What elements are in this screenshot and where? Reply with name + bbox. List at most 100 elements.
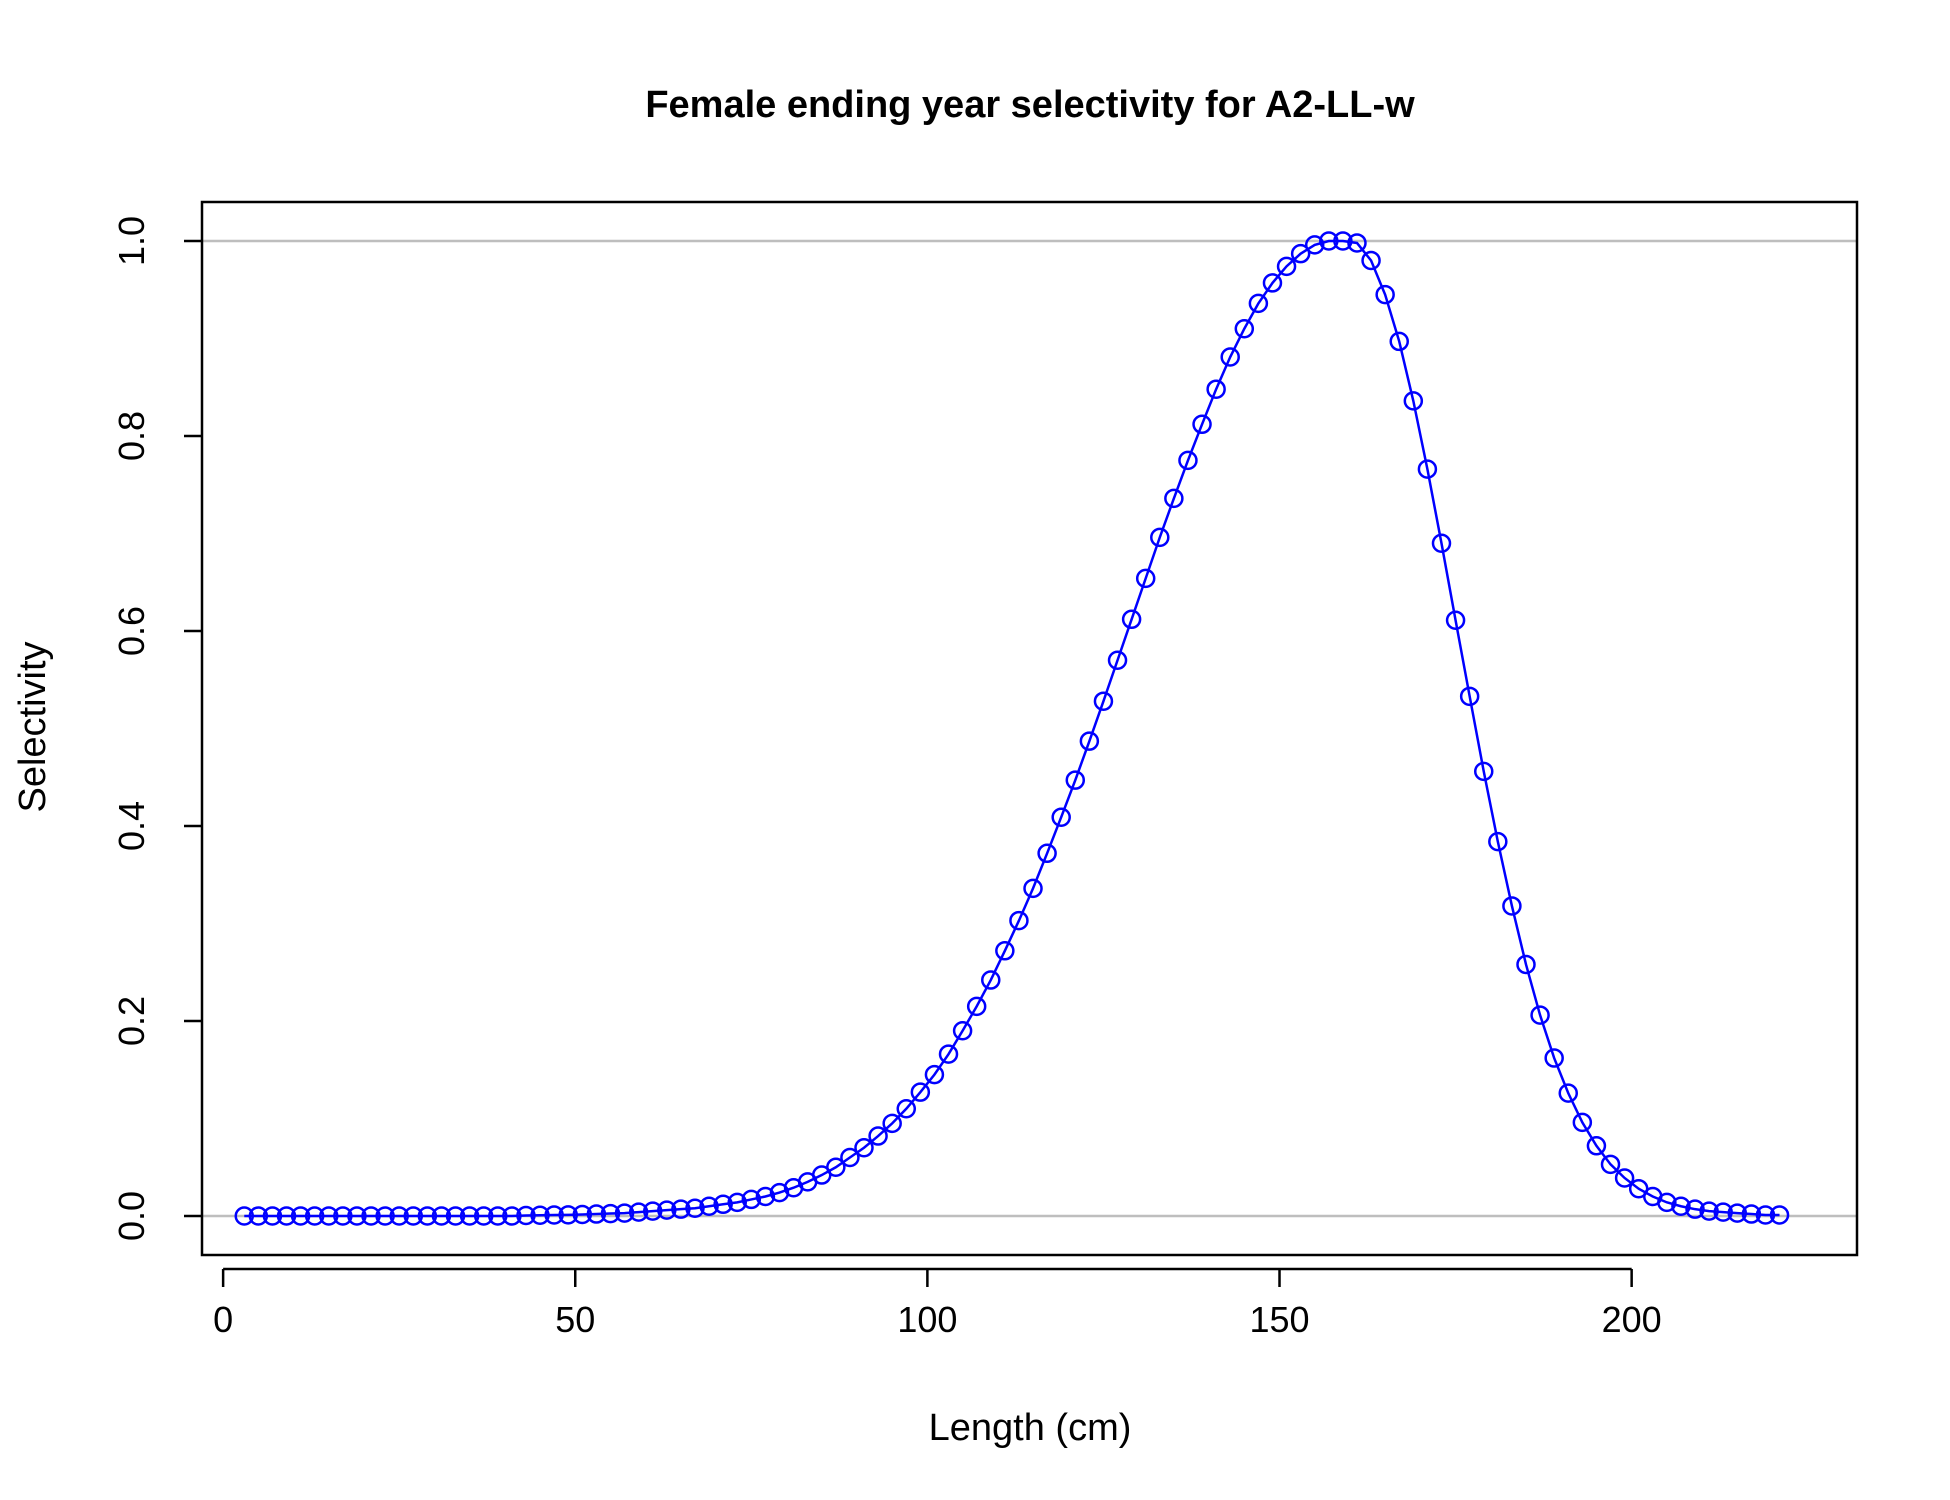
data-point bbox=[1671, 1196, 1691, 1216]
data-point bbox=[1121, 609, 1142, 630]
data-point bbox=[981, 970, 1001, 990]
data-point bbox=[403, 1206, 424, 1226]
y-tick-label: 1.0 bbox=[111, 216, 152, 266]
y-axis: 0.0 0.2 0.4 0.6 0.8 1.0 bbox=[111, 216, 202, 1241]
data-point bbox=[882, 1113, 902, 1134]
data-point bbox=[1473, 761, 1494, 782]
data-point bbox=[459, 1206, 480, 1226]
data-point bbox=[530, 1205, 550, 1225]
data-point bbox=[1276, 256, 1297, 277]
data-point bbox=[1727, 1203, 1748, 1223]
data-point bbox=[896, 1099, 917, 1119]
data-point bbox=[1685, 1199, 1705, 1219]
data-point bbox=[854, 1138, 874, 1158]
data-point bbox=[657, 1200, 677, 1220]
data-point bbox=[361, 1206, 381, 1226]
data-point bbox=[1375, 284, 1395, 305]
data-point bbox=[840, 1147, 860, 1168]
data-point bbox=[1403, 391, 1424, 411]
data-point bbox=[1234, 319, 1255, 339]
data-point bbox=[262, 1206, 283, 1226]
x-tick-label: 0 bbox=[213, 1299, 233, 1340]
data-point bbox=[1051, 807, 1071, 827]
data-point bbox=[713, 1194, 733, 1215]
data-point bbox=[727, 1192, 747, 1213]
data-point bbox=[417, 1206, 438, 1226]
data-point bbox=[1037, 843, 1057, 864]
data-point bbox=[642, 1201, 663, 1221]
data-point bbox=[614, 1203, 635, 1223]
data-point bbox=[248, 1206, 269, 1226]
reference-lines bbox=[202, 239, 1857, 1218]
chart-title: Female ending year selectivity for A2-LL… bbox=[645, 84, 1415, 126]
y-tick-label: 0.6 bbox=[111, 606, 152, 656]
data-point bbox=[1333, 231, 1353, 251]
data-point bbox=[234, 1206, 255, 1226]
data-point bbox=[1417, 459, 1438, 479]
data-point bbox=[1558, 1083, 1579, 1103]
data-point bbox=[502, 1206, 522, 1226]
data-point bbox=[1741, 1204, 1762, 1224]
data-point bbox=[544, 1205, 564, 1225]
plot-frame bbox=[200, 200, 1859, 1257]
series-line bbox=[244, 239, 1780, 1218]
data-point bbox=[389, 1206, 409, 1226]
data-point bbox=[826, 1157, 846, 1177]
data-point bbox=[1502, 896, 1522, 916]
data-point bbox=[1544, 1048, 1564, 1068]
data-point bbox=[1220, 347, 1240, 367]
data-point bbox=[290, 1206, 311, 1226]
data-point bbox=[685, 1198, 705, 1218]
y-tick-label: 0.2 bbox=[111, 996, 152, 1046]
x-axis: 0 50 100 150 200 bbox=[213, 1267, 1662, 1340]
data-point bbox=[1445, 610, 1466, 631]
data-point bbox=[868, 1126, 888, 1146]
x-tick-label: 150 bbox=[1249, 1299, 1309, 1340]
data-point bbox=[1178, 450, 1198, 471]
y-axis-label: Selectivity bbox=[12, 641, 54, 812]
x-tick-label: 50 bbox=[555, 1299, 595, 1340]
y-tick-label: 0.4 bbox=[111, 801, 152, 851]
data-point bbox=[586, 1204, 607, 1224]
data-point bbox=[572, 1204, 593, 1225]
x-tick-label: 200 bbox=[1602, 1299, 1662, 1340]
data-point bbox=[1389, 331, 1409, 352]
data-point bbox=[699, 1196, 719, 1216]
data-point bbox=[1347, 233, 1367, 253]
plot-series bbox=[234, 231, 1790, 1226]
data-point bbox=[1755, 1205, 1776, 1225]
y-tick-label: 0.8 bbox=[111, 411, 152, 461]
data-point bbox=[304, 1206, 325, 1226]
data-point bbox=[1516, 954, 1536, 975]
data-point bbox=[1164, 488, 1184, 509]
data-point bbox=[1248, 293, 1269, 314]
data-point bbox=[995, 941, 1015, 961]
data-point bbox=[1488, 831, 1508, 852]
data-point bbox=[473, 1206, 494, 1226]
data-point bbox=[333, 1206, 353, 1226]
data-point bbox=[488, 1206, 508, 1226]
data-point bbox=[1713, 1202, 1733, 1222]
data-point bbox=[1009, 910, 1029, 931]
data-point bbox=[741, 1189, 762, 1210]
y-tick-label: 0.0 bbox=[111, 1191, 152, 1241]
data-point bbox=[1107, 650, 1128, 670]
data-point bbox=[516, 1205, 536, 1226]
data-point bbox=[431, 1206, 452, 1226]
data-point bbox=[1065, 770, 1086, 790]
data-point bbox=[628, 1202, 649, 1222]
data-point bbox=[1586, 1136, 1607, 1156]
data-point bbox=[347, 1206, 367, 1226]
data-point bbox=[1431, 533, 1452, 553]
data-point bbox=[1657, 1192, 1677, 1213]
data-point bbox=[1361, 250, 1381, 271]
data-point bbox=[276, 1206, 297, 1226]
x-axis-label: Length (cm) bbox=[929, 1407, 1132, 1449]
data-point bbox=[1079, 731, 1100, 751]
data-point bbox=[558, 1205, 578, 1225]
data-point bbox=[924, 1064, 945, 1085]
data-point bbox=[1290, 243, 1311, 264]
data-point bbox=[966, 996, 987, 1017]
data-point bbox=[1304, 235, 1325, 255]
